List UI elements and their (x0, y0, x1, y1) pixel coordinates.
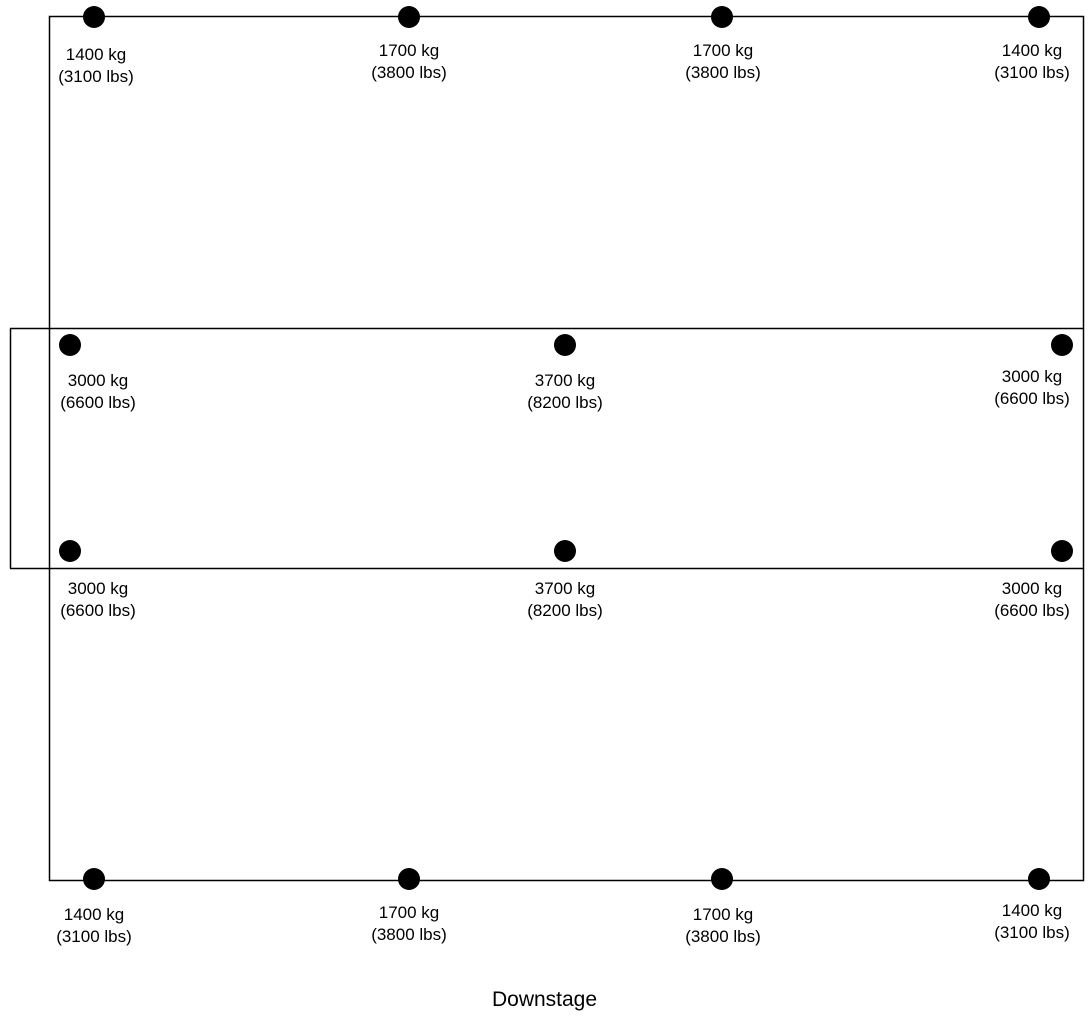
load-lbs: (6600 lbs) (994, 389, 1070, 408)
hang-point (1051, 540, 1073, 562)
load-kg: 3000 kg (1001, 579, 1063, 598)
hang-point (398, 6, 420, 28)
hang-point (1028, 868, 1050, 890)
hang-point (711, 868, 733, 890)
load-label: 1400 kg (3100 lbs) (44, 44, 148, 88)
hang-point (59, 540, 81, 562)
hang-point (1051, 334, 1073, 356)
load-kg: 3000 kg (1001, 367, 1063, 386)
load-kg: 1400 kg (65, 45, 127, 64)
load-label: 1700 kg (3800 lbs) (357, 40, 461, 84)
load-lbs: (3100 lbs) (58, 67, 134, 86)
load-kg: 1400 kg (63, 905, 125, 924)
load-label: 1400 kg (3100 lbs) (980, 40, 1084, 84)
hang-point (1028, 6, 1050, 28)
load-label: 3000 kg (6600 lbs) (980, 578, 1084, 622)
load-lbs: (3100 lbs) (994, 63, 1070, 82)
load-kg: 1400 kg (1001, 41, 1063, 60)
load-kg: 1400 kg (1001, 901, 1063, 920)
hang-point (83, 6, 105, 28)
load-lbs: (8200 lbs) (527, 601, 603, 620)
load-kg: 1700 kg (692, 41, 754, 60)
load-label: 3700 kg (8200 lbs) (513, 370, 617, 414)
load-kg: 1700 kg (692, 905, 754, 924)
load-label: 1700 kg (3800 lbs) (357, 902, 461, 946)
load-lbs: (3100 lbs) (56, 927, 132, 946)
load-lbs: (3800 lbs) (685, 63, 761, 82)
hang-point (59, 334, 81, 356)
load-kg: 3700 kg (534, 579, 596, 598)
stage-outline (48, 15, 1085, 882)
load-label: 1400 kg (3100 lbs) (980, 900, 1084, 944)
hang-point (398, 868, 420, 890)
hang-point (83, 868, 105, 890)
load-kg: 3000 kg (67, 579, 129, 598)
load-lbs: (3800 lbs) (371, 925, 447, 944)
load-lbs: (6600 lbs) (994, 601, 1070, 620)
load-lbs: (8200 lbs) (527, 393, 603, 412)
load-lbs: (3800 lbs) (685, 927, 761, 946)
load-label: 3000 kg (6600 lbs) (46, 578, 150, 622)
load-kg: 3700 kg (534, 371, 596, 390)
hang-point (554, 334, 576, 356)
load-label: 1700 kg (3800 lbs) (671, 904, 775, 948)
load-lbs: (3800 lbs) (371, 63, 447, 82)
load-label: 3700 kg (8200 lbs) (513, 578, 617, 622)
hang-point (554, 540, 576, 562)
load-label: 3000 kg (6600 lbs) (980, 366, 1084, 410)
downstage-caption: Downstage (491, 988, 598, 1011)
load-kg: 1700 kg (378, 903, 440, 922)
load-kg: 3000 kg (67, 371, 129, 390)
load-lbs: (6600 lbs) (60, 393, 136, 412)
load-label: 1400 kg (3100 lbs) (42, 904, 146, 948)
load-lbs: (3100 lbs) (994, 923, 1070, 942)
load-kg: 1700 kg (378, 41, 440, 60)
load-label: 3000 kg (6600 lbs) (46, 370, 150, 414)
load-label: 1700 kg (3800 lbs) (671, 40, 775, 84)
hang-point (711, 6, 733, 28)
load-lbs: (6600 lbs) (60, 601, 136, 620)
